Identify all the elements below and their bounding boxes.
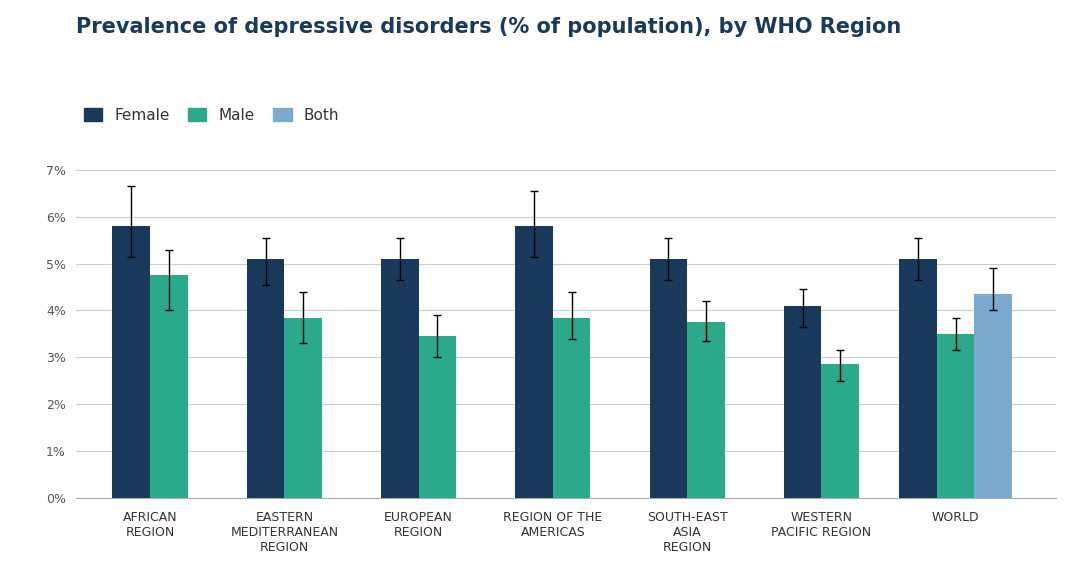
Bar (687, 322, 724, 498)
Bar (553, 318, 590, 498)
Bar (821, 365, 859, 498)
Bar (937, 334, 975, 498)
Bar (975, 294, 1012, 498)
Bar (900, 259, 937, 498)
Bar (381, 259, 418, 498)
Bar (784, 306, 821, 498)
Bar (284, 318, 322, 498)
Bar (649, 259, 687, 498)
Bar (112, 226, 150, 498)
Bar (418, 336, 456, 498)
Bar (515, 226, 553, 498)
Bar (150, 275, 187, 498)
Bar (247, 259, 284, 498)
Legend: Female, Male, Both: Female, Male, Both (84, 108, 340, 123)
Text: Prevalence of depressive disorders (% of population), by WHO Region: Prevalence of depressive disorders (% of… (76, 17, 902, 37)
